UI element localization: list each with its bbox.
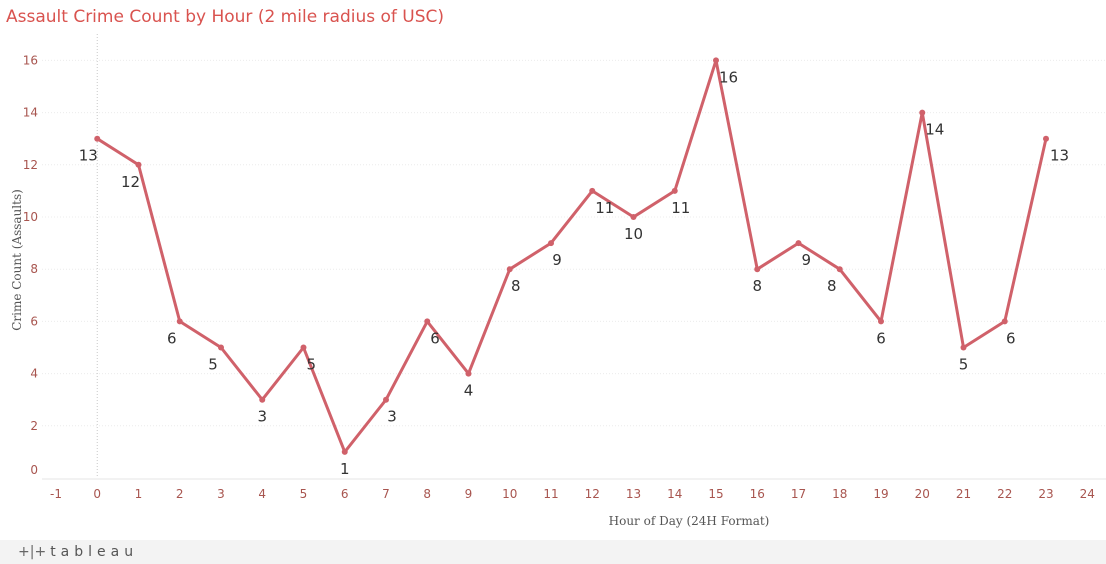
data-label: 6 [876, 329, 886, 347]
data-point[interactable] [1001, 318, 1008, 325]
data-point[interactable] [795, 240, 802, 247]
data-point[interactable] [341, 448, 348, 455]
data-label: 3 [387, 408, 397, 426]
data-point[interactable] [713, 57, 719, 64]
y-tick-label: 0 [30, 463, 38, 477]
x-tick-label: 11 [543, 487, 558, 501]
data-point[interactable] [671, 187, 678, 194]
x-axis-title: Hour of Day (24H Format) [609, 514, 770, 528]
data-point[interactable] [1043, 135, 1049, 142]
data-label: 12 [121, 173, 140, 191]
data-point[interactable] [754, 266, 761, 273]
y-tick-label: 10 [23, 210, 38, 224]
data-label: 8 [752, 277, 762, 295]
x-tick-label: 6 [341, 487, 349, 501]
data-label: 1 [340, 460, 350, 478]
chart: Assault Crime Count by Hour (2 mile radi… [6, 7, 1106, 528]
y-tick-label: 14 [23, 106, 38, 120]
data-point[interactable] [465, 370, 472, 377]
data-label: 10 [624, 225, 643, 243]
x-tick-label: 23 [1038, 487, 1053, 501]
data-label: 4 [464, 382, 474, 400]
data-point[interactable] [630, 214, 637, 220]
y-tick-label: 4 [30, 367, 38, 381]
tableau-logo-icon[interactable]: +|+ [18, 544, 47, 560]
y-axis-title: Crime Count (Assaults) [10, 189, 24, 331]
x-tick-label: 0 [93, 487, 101, 501]
data-label: 11 [595, 199, 614, 217]
x-tick-label: 20 [915, 487, 930, 501]
data-label: 6 [430, 329, 440, 347]
x-tick-label: 22 [997, 487, 1012, 501]
data-point[interactable] [836, 266, 843, 273]
data-point[interactable] [878, 318, 884, 325]
x-tick-label: 14 [667, 487, 682, 501]
x-tick-label: 2 [176, 487, 184, 501]
x-tick-label: 24 [1080, 487, 1095, 501]
chart-title: Assault Crime Count by Hour (2 mile radi… [6, 7, 444, 27]
data-point[interactable] [94, 135, 101, 142]
data-point[interactable] [960, 344, 967, 351]
data-point[interactable] [218, 344, 224, 351]
x-tick-label: 7 [382, 487, 390, 501]
x-tick-label: 8 [423, 487, 431, 501]
data-label: 16 [719, 68, 738, 86]
data-label: 9 [802, 251, 812, 269]
data-label: 5 [208, 356, 218, 374]
data-point[interactable] [424, 318, 431, 325]
data-label: 8 [827, 277, 837, 295]
x-tick-label: 13 [626, 487, 641, 501]
y-tick-label: 12 [23, 158, 38, 172]
x-axis-ticks: -1 0 1 2 3 4 5 6 7 8 9 10 11 12 13 14 15 16 17 18 19 20 21 22 23… [50, 487, 1095, 501]
data-label: 13 [79, 147, 98, 165]
x-tick-label: 21 [956, 487, 971, 501]
y-axis-ticks: 0 2 4 6 8 10 12 14 16 [23, 53, 38, 477]
data-label: 5 [307, 356, 317, 374]
data-label: 3 [257, 408, 267, 426]
x-tick-label: 16 [750, 487, 765, 501]
data-point[interactable] [135, 161, 142, 168]
y-tick-label: 6 [30, 314, 38, 328]
x-tick-label: 19 [873, 487, 888, 501]
data-label: 6 [1006, 329, 1016, 347]
data-label: 9 [552, 251, 562, 269]
data-point[interactable] [548, 240, 554, 247]
y-tick-label: 8 [30, 262, 38, 276]
x-tick-label: 17 [791, 487, 806, 501]
x-tick-label: 3 [217, 487, 225, 501]
series-line [96, 58, 1048, 454]
footer-bar: +|+ tableau [0, 540, 1106, 564]
data-point[interactable] [589, 187, 596, 194]
x-tick-label: 9 [465, 487, 473, 501]
data-label: 13 [1050, 147, 1069, 165]
x-tick-label: 5 [300, 487, 308, 501]
data-point[interactable] [300, 344, 307, 351]
x-tick-label: -1 [50, 487, 62, 501]
x-tick-label: 4 [258, 487, 266, 501]
x-tick-label: 12 [585, 487, 600, 501]
data-point[interactable] [259, 396, 266, 403]
y-tick-label: 16 [23, 53, 38, 67]
gridlines [42, 59, 1106, 427]
data-point[interactable] [919, 109, 926, 116]
x-tick-label: 10 [502, 487, 517, 501]
x-tick-label: 1 [135, 487, 143, 501]
data-point[interactable] [176, 318, 183, 325]
x-tick-label: 18 [832, 487, 847, 501]
data-point[interactable] [506, 266, 513, 273]
data-point[interactable] [383, 396, 389, 403]
data-points [94, 57, 1049, 455]
data-label: 11 [671, 199, 690, 217]
data-label: 8 [511, 277, 521, 295]
data-label: 14 [925, 121, 944, 139]
data-label: 6 [167, 329, 177, 347]
y-tick-label: 2 [30, 419, 38, 433]
x-tick-label: 15 [708, 487, 723, 501]
data-label: 5 [959, 356, 969, 374]
tableau-logo-text[interactable]: tableau [50, 544, 139, 560]
